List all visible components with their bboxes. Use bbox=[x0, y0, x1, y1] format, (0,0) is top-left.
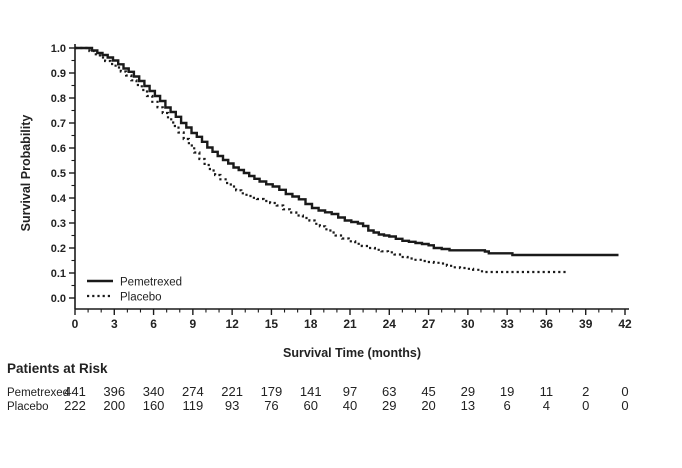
risk-count: 340 bbox=[143, 384, 165, 399]
risk-count: 141 bbox=[300, 384, 322, 399]
risk-count: 45 bbox=[421, 384, 435, 399]
risk-count: 274 bbox=[182, 384, 204, 399]
y-tick-label: 0.0 bbox=[51, 293, 66, 305]
x-tick-label: 33 bbox=[500, 317, 514, 331]
risk-count: 93 bbox=[225, 398, 239, 413]
axes bbox=[74, 44, 629, 310]
x-tick-label: 18 bbox=[304, 317, 318, 331]
risk-count: 13 bbox=[461, 398, 475, 413]
risk-count: 11 bbox=[540, 384, 554, 399]
risk-row-label-pemetrexed: Pemetrexed bbox=[7, 387, 69, 399]
risk-count: 119 bbox=[182, 398, 203, 413]
x-tick-label: 0 bbox=[72, 317, 79, 331]
y-tick-label: 0.9 bbox=[51, 68, 66, 80]
risk-count: 441 bbox=[64, 384, 86, 399]
y-tick-label: 0.7 bbox=[51, 118, 66, 130]
risk-count: 0 bbox=[582, 398, 589, 413]
risk-count: 0 bbox=[621, 398, 628, 413]
risk-count: 221 bbox=[221, 384, 243, 399]
risk-count: 97 bbox=[343, 384, 357, 399]
risk-count: 0 bbox=[621, 384, 628, 399]
risk-count: 222 bbox=[64, 398, 86, 413]
risk-count: 76 bbox=[264, 398, 278, 413]
risk-count: 20 bbox=[421, 398, 435, 413]
x-tick-label: 36 bbox=[540, 317, 554, 331]
risk-row-label-placebo: Placebo bbox=[7, 401, 49, 413]
curve-placebo bbox=[75, 46, 568, 274]
risk-count: 2 bbox=[582, 384, 589, 399]
risk-count: 4 bbox=[543, 398, 550, 413]
y-axis-title: Survival Probability bbox=[19, 115, 33, 232]
x-axis-major-ticks bbox=[74, 309, 626, 315]
y-axis-minor-ticks bbox=[71, 59, 75, 287]
legend-label-pemetrexed: Pemetrexed bbox=[120, 277, 182, 289]
risk-count: 6 bbox=[504, 398, 511, 413]
risk-count: 19 bbox=[500, 384, 514, 399]
legend-label-placebo: Placebo bbox=[120, 292, 162, 304]
risk-count: 179 bbox=[261, 384, 283, 399]
y-tick-label: 1.0 bbox=[51, 43, 66, 55]
x-axis-title: Survival Time (months) bbox=[283, 346, 421, 360]
curve-pemetrexed bbox=[75, 46, 619, 257]
y-axis-major-ticks bbox=[69, 47, 75, 299]
survival-curves bbox=[75, 46, 619, 274]
x-tick-label: 39 bbox=[579, 317, 593, 331]
x-tick-label: 12 bbox=[225, 317, 239, 331]
x-tick-label: 9 bbox=[190, 317, 197, 331]
risk-count: 200 bbox=[103, 398, 125, 413]
x-tick-label: 24 bbox=[383, 317, 397, 331]
x-tick-label: 6 bbox=[150, 317, 157, 331]
x-tick-label: 42 bbox=[618, 317, 632, 331]
y-tick-label: 0.6 bbox=[51, 143, 66, 155]
risk-count: 60 bbox=[303, 398, 317, 413]
risk-count: 396 bbox=[103, 384, 125, 399]
y-tick-label: 0.8 bbox=[51, 93, 66, 105]
x-tick-label: 21 bbox=[343, 317, 357, 331]
x-tick-label: 27 bbox=[422, 317, 436, 331]
x-tick-label: 3 bbox=[111, 317, 118, 331]
y-tick-label: 0.4 bbox=[51, 193, 67, 205]
risk-count: 29 bbox=[461, 384, 475, 399]
y-tick-label: 0.5 bbox=[51, 168, 66, 180]
y-tick-label: 0.1 bbox=[51, 268, 66, 280]
x-tick-label: 15 bbox=[265, 317, 279, 331]
legend: Pemetrexed Placebo bbox=[87, 277, 182, 304]
risk-table-title: Patients at Risk bbox=[7, 361, 108, 376]
y-tick-label: 0.2 bbox=[51, 243, 66, 255]
risk-count: 29 bbox=[382, 398, 396, 413]
risk-count: 40 bbox=[343, 398, 357, 413]
risk-count: 160 bbox=[143, 398, 165, 413]
x-axis-tick-labels: 0 3 6 9 12 15 18 21 24 27 30 33 36 39 42 bbox=[72, 317, 632, 331]
risk-count: 63 bbox=[382, 384, 396, 399]
x-axis-minor-ticks bbox=[87, 309, 613, 313]
y-axis-tick-labels: 0.0 0.1 0.2 0.3 0.4 0.5 0.6 0.7 0.8 0.9 1.0 bbox=[51, 43, 67, 305]
x-tick-label: 30 bbox=[461, 317, 475, 331]
y-tick-label: 0.3 bbox=[51, 218, 66, 230]
